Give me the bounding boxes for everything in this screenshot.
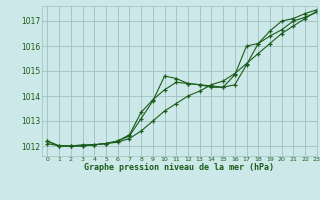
X-axis label: Graphe pression niveau de la mer (hPa): Graphe pression niveau de la mer (hPa) bbox=[84, 163, 274, 172]
